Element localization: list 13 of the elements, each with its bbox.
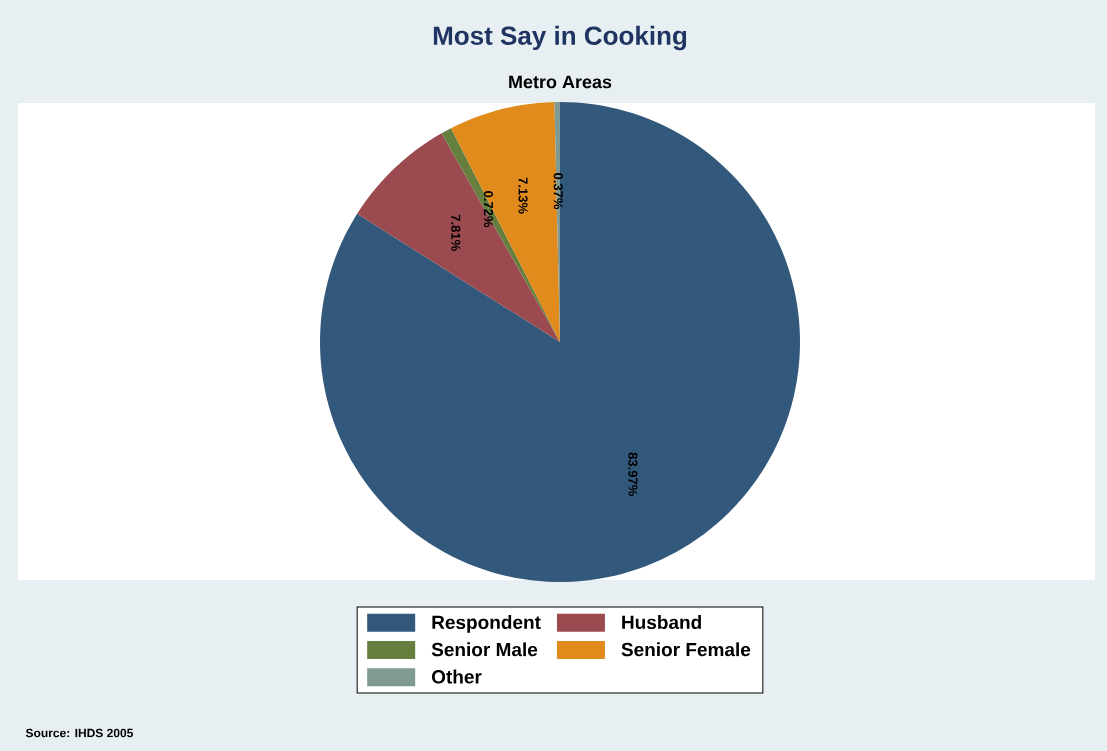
chart-subtitle: Metro Areas xyxy=(509,75,612,89)
legend-label: Senior Male xyxy=(431,642,538,657)
source-note: Source: IHDS 2005 xyxy=(25,728,134,738)
data-label: 0.37% xyxy=(553,173,563,210)
data-label: 0.72% xyxy=(483,191,494,228)
chart-title: Most Say in Cooking xyxy=(433,25,687,51)
legend-label: Husband xyxy=(622,615,701,630)
data-label: 83.97% xyxy=(628,452,638,496)
data-label: 7.13% xyxy=(518,177,528,214)
legend-label: Other xyxy=(431,669,482,684)
data-label: 7.81% xyxy=(451,214,461,251)
legend-label: Respondent xyxy=(432,615,541,633)
legend-label: Senior Female xyxy=(621,642,751,657)
